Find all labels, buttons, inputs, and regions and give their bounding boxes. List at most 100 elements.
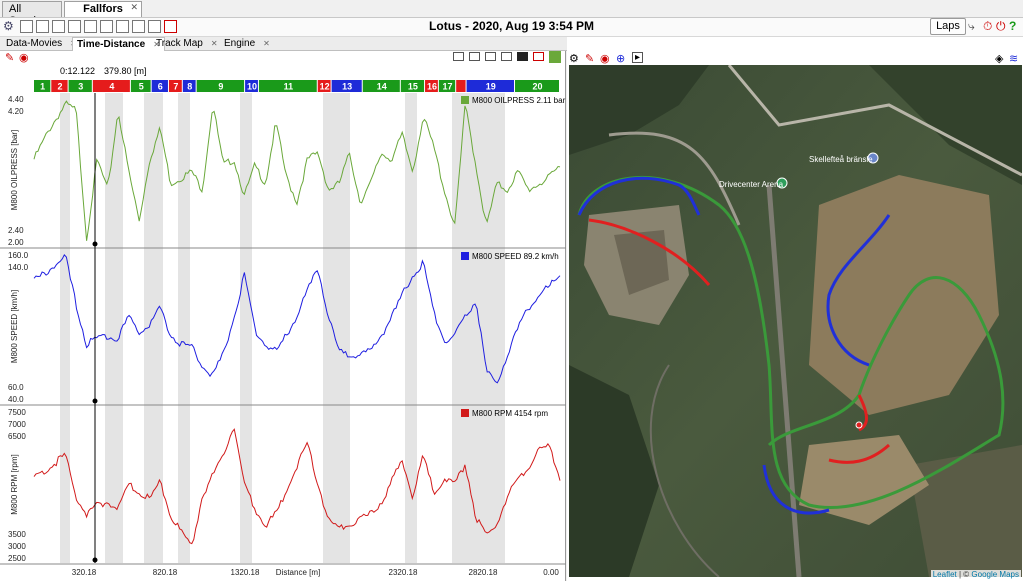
quarry-pit bbox=[614, 230, 669, 295]
y-tick-label: 2.40 bbox=[8, 226, 24, 235]
camera-icon[interactable] bbox=[501, 52, 512, 61]
tab-time-distance[interactable]: Time-Distance ✕ bbox=[72, 37, 165, 51]
cursor-time: 0:12.122 bbox=[60, 66, 95, 76]
sector-5 bbox=[130, 80, 151, 92]
sector-label: 3 bbox=[78, 82, 83, 92]
racing-line-blue bbox=[826, 214, 891, 367]
racing-line-red bbox=[828, 443, 891, 464]
series-line bbox=[33, 428, 561, 545]
zoom-icon[interactable] bbox=[469, 52, 480, 61]
corner-zone bbox=[178, 93, 190, 563]
clearing-area bbox=[909, 445, 1022, 577]
y-tick-label: 3000 bbox=[8, 542, 26, 551]
counter-icon[interactable] bbox=[517, 52, 528, 61]
layout-icon[interactable] bbox=[549, 51, 561, 63]
sector-label: 10 bbox=[247, 82, 257, 92]
close-icon[interactable]: ✕ bbox=[130, 2, 138, 12]
tab-engine[interactable]: Engine ✕ bbox=[220, 37, 274, 51]
sector-label: 14 bbox=[377, 82, 387, 92]
y-tick-label: 2500 bbox=[8, 554, 26, 563]
grid-icon[interactable] bbox=[36, 20, 49, 33]
sector-label: 8 bbox=[187, 82, 192, 92]
share-icon[interactable]: ⤷ bbox=[968, 19, 975, 33]
sector-16 bbox=[425, 80, 438, 92]
graph-icon[interactable] bbox=[533, 52, 544, 61]
map-attribution: Leaflet | © Google Maps bbox=[930, 570, 1021, 579]
racing-line-red bbox=[857, 394, 868, 432]
session-tab-fallfors[interactable]: Fallfors ✕ bbox=[64, 1, 142, 18]
corner-zone bbox=[323, 93, 350, 563]
x-tick-label: 320.18 bbox=[72, 568, 97, 577]
record-icon[interactable]: ◉ bbox=[600, 53, 610, 65]
series-line bbox=[33, 254, 561, 384]
session-tab-all[interactable]: All Sessions bbox=[2, 1, 62, 27]
tab-track-map[interactable]: Track Map ✕ bbox=[152, 37, 222, 51]
sector-label: 13 bbox=[342, 82, 352, 92]
table-icon[interactable] bbox=[100, 20, 113, 33]
sector-unlabeled bbox=[456, 80, 466, 92]
help-icon[interactable]: ? bbox=[1009, 19, 1017, 33]
timer-icon[interactable] bbox=[164, 20, 177, 33]
time-distance-chart[interactable]: 0:12.122 379.80 [m] 1 2 3 4 5 6 7 8 9 10 11 12 13 14 1… bbox=[0, 51, 566, 581]
alarm-icon[interactable]: ⏱ bbox=[983, 19, 993, 33]
view-tabs: Data-Movies✕ Time-Distance✕ Track Map✕ E… bbox=[0, 37, 567, 51]
session-tabs: All Sessions Fallfors ✕ bbox=[0, 0, 1023, 27]
close-icon[interactable]: ✕ bbox=[263, 39, 270, 48]
layers-icon[interactable]: ◈ bbox=[995, 53, 1004, 65]
chart-icon[interactable] bbox=[52, 20, 65, 33]
bar-chart-icon[interactable] bbox=[68, 20, 81, 33]
settings-icon[interactable]: ⚙ bbox=[569, 53, 579, 65]
legend-label: M800 SPEED 89.2 km/h bbox=[472, 252, 559, 261]
sector-13 bbox=[331, 80, 362, 92]
close-icon[interactable]: ✕ bbox=[210, 39, 218, 48]
power-icon[interactable]: ⏻ bbox=[996, 19, 1006, 33]
play-icon[interactable]: ▸ bbox=[632, 52, 643, 63]
sector-1 bbox=[34, 80, 51, 92]
sector-12 bbox=[317, 80, 331, 92]
sector-label: 6 bbox=[158, 82, 163, 92]
satellite-map[interactable]: Drivecenter Arena Skellefteå bränsle bbox=[569, 65, 1022, 577]
series-line bbox=[33, 100, 561, 241]
tab-label: Data-Movies bbox=[6, 38, 63, 49]
track-map-panel: ⚙ ✎ ◉ ⊕ ▸ ◈ ≋ bbox=[567, 37, 1023, 581]
print-icon[interactable] bbox=[485, 52, 496, 61]
pencil-icon[interactable]: ✎ bbox=[585, 53, 595, 65]
pencil-icon[interactable]: ✎ bbox=[5, 52, 15, 64]
tab-data-movies[interactable]: Data-Movies✕ bbox=[2, 37, 81, 51]
main-toolbar: ⚙ Lotus - 2020, Aug 19 3:54 PM Laps ⤷ ⏱ … bbox=[0, 17, 1023, 37]
window-icon[interactable] bbox=[132, 20, 145, 33]
grid-icon[interactable] bbox=[20, 20, 33, 33]
map-pin-icon[interactable] bbox=[776, 177, 788, 189]
legend-swatch bbox=[461, 96, 469, 104]
leaflet-link[interactable]: Leaflet bbox=[932, 570, 957, 579]
legend-swatch bbox=[461, 252, 469, 260]
sector-3 bbox=[68, 80, 92, 92]
corner-zone bbox=[144, 93, 163, 563]
sector-label: 15 bbox=[408, 82, 418, 92]
google-maps-link[interactable]: Google Maps bbox=[971, 570, 1019, 579]
gear-icon[interactable]: ⚙ bbox=[3, 19, 14, 33]
close-icon[interactable]: ✕ bbox=[153, 40, 160, 49]
y-tick-label: 2.00 bbox=[8, 238, 24, 247]
racing-line-blue bbox=[577, 176, 701, 216]
target-icon[interactable]: ⊕ bbox=[616, 53, 626, 65]
legend-swatch bbox=[461, 409, 469, 417]
sector-10 bbox=[245, 80, 258, 92]
sector-bar: 1 2 3 4 5 6 7 8 9 10 11 12 13 14 15 16 17 19 20 bbox=[34, 80, 559, 92]
table-icon[interactable] bbox=[84, 20, 97, 33]
legend-label: M800 OILPRESS 2.11 bar bbox=[472, 96, 566, 105]
sector-2 bbox=[51, 80, 68, 92]
laps-button[interactable]: Laps bbox=[930, 18, 966, 35]
y-tick-label: 140.0 bbox=[8, 263, 29, 272]
scatter-icon[interactable] bbox=[148, 20, 161, 33]
sector-label: 16 bbox=[427, 82, 437, 92]
sector-label: 17 bbox=[443, 82, 453, 92]
table-icon[interactable] bbox=[116, 20, 129, 33]
ruler-icon[interactable] bbox=[453, 52, 464, 61]
forest-area bbox=[569, 65, 709, 155]
stack-icon[interactable]: ≋ bbox=[1009, 53, 1019, 65]
map-pin-icon[interactable] bbox=[867, 152, 879, 164]
x-tick-label: 1320.18 bbox=[231, 568, 260, 577]
record-icon[interactable]: ◉ bbox=[19, 52, 29, 64]
session-tab-label: Fallfors bbox=[83, 3, 123, 15]
